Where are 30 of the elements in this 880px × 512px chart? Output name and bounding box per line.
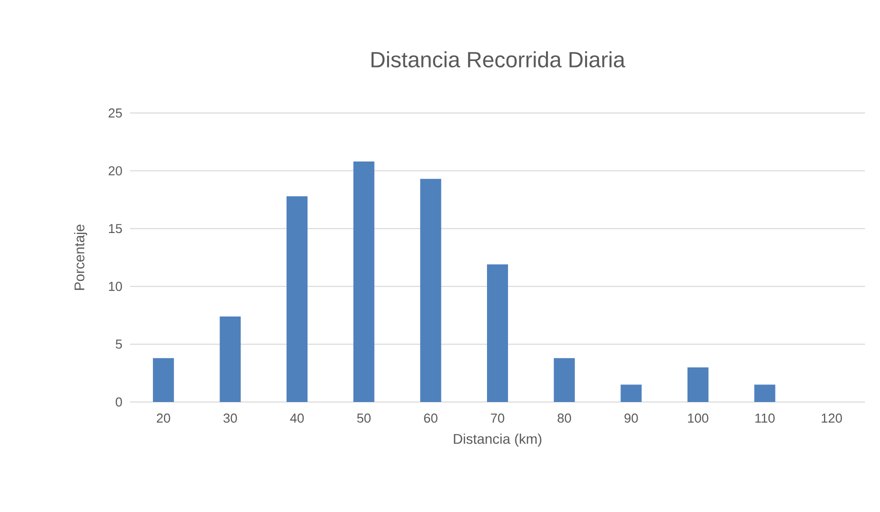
x-tick-label: 30: [224, 414, 237, 423]
bar: [353, 162, 374, 402]
x-tick-label: 20: [156, 414, 170, 423]
chart-title: Distancia Recorrida Diaria: [372, 51, 626, 68]
bar: [620, 384, 642, 402]
y-tick-label: 20: [108, 166, 122, 176]
bar: [152, 358, 174, 402]
bar: [554, 358, 575, 402]
bar: [220, 316, 241, 402]
x-tick-label: 90: [624, 414, 638, 423]
y-axis-title: Porcentaje: [74, 224, 88, 290]
y-tick-label: 0: [116, 397, 122, 407]
y-tick-label: 10: [109, 282, 122, 291]
x-tick-label: 110: [755, 414, 775, 423]
y-tick-label: 15: [109, 224, 122, 234]
bar: [487, 264, 508, 402]
x-tick-label: 70: [490, 414, 504, 423]
bar: [754, 384, 776, 402]
bar: [420, 178, 442, 402]
x-tick-label: 80: [558, 414, 572, 423]
x-tick-label: 40: [290, 414, 304, 423]
x-tick-label: 50: [357, 414, 371, 423]
bar: [286, 196, 308, 402]
x-axis-title: Distancia (km): [454, 434, 542, 447]
bar: [687, 367, 708, 402]
x-tick-label: 60: [424, 414, 438, 423]
x-tick-label: 100: [688, 414, 708, 423]
x-tick-label: 120: [822, 414, 842, 423]
y-tick-label: 5: [116, 340, 122, 349]
y-tick-label: 25: [108, 108, 122, 118]
